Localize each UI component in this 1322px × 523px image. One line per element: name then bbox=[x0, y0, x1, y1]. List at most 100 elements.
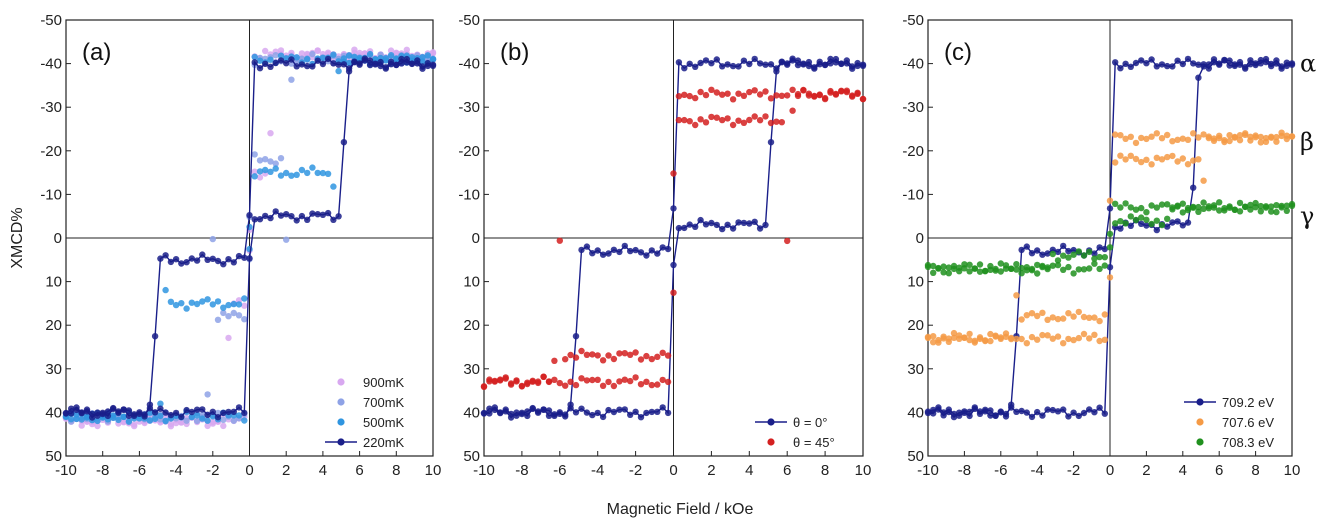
data-point bbox=[692, 63, 699, 70]
data-point bbox=[414, 57, 421, 64]
data-point bbox=[594, 352, 601, 359]
data-point bbox=[225, 408, 232, 416]
data-point bbox=[572, 409, 580, 416]
y-tick-label: 10 bbox=[45, 274, 62, 291]
data-point bbox=[361, 50, 368, 57]
legend-label: 220mK bbox=[363, 435, 405, 450]
data-point bbox=[288, 76, 295, 83]
data-point bbox=[1080, 409, 1088, 417]
data-point bbox=[351, 59, 358, 66]
data-point bbox=[843, 88, 850, 96]
data-point bbox=[1226, 62, 1233, 69]
y-tick-label: 30 bbox=[45, 361, 62, 378]
data-point bbox=[277, 172, 285, 179]
data-point bbox=[713, 114, 720, 121]
data-point bbox=[816, 91, 823, 99]
data-point bbox=[1044, 406, 1051, 413]
data-point bbox=[686, 118, 693, 125]
data-point bbox=[540, 406, 547, 413]
data-point bbox=[697, 116, 704, 123]
data-point bbox=[692, 121, 699, 129]
data-point bbox=[1268, 208, 1275, 215]
data-point bbox=[940, 269, 947, 276]
data-point bbox=[1096, 404, 1103, 411]
data-point bbox=[277, 57, 285, 64]
data-point bbox=[1174, 218, 1181, 225]
data-point bbox=[157, 405, 164, 412]
data-point bbox=[283, 236, 290, 243]
data-point bbox=[167, 411, 175, 419]
data-point bbox=[930, 333, 937, 340]
data-point bbox=[982, 406, 989, 413]
data-point bbox=[1195, 61, 1202, 68]
data-point bbox=[664, 409, 672, 417]
data-point bbox=[1091, 314, 1098, 321]
data-point bbox=[220, 309, 227, 317]
data-point bbox=[267, 214, 274, 222]
data-point bbox=[366, 57, 374, 64]
data-point bbox=[167, 423, 175, 430]
data-point bbox=[1195, 74, 1202, 81]
data-point bbox=[524, 412, 531, 420]
x-tick-label: -2 bbox=[1067, 462, 1080, 479]
x-tick-label: 4 bbox=[1179, 462, 1187, 479]
data-point bbox=[491, 404, 498, 411]
data-point bbox=[572, 354, 580, 361]
data-point bbox=[997, 260, 1004, 267]
data-point bbox=[146, 417, 154, 424]
data-point bbox=[262, 212, 269, 220]
data-point bbox=[708, 86, 715, 94]
y-tick-label: 10 bbox=[463, 274, 480, 291]
y-tick-label: 40 bbox=[463, 404, 480, 421]
x-tick-label: -8 bbox=[515, 462, 528, 479]
data-point bbox=[372, 61, 379, 68]
data-point bbox=[480, 409, 488, 417]
x-tick-label: -8 bbox=[958, 462, 971, 479]
data-point bbox=[1044, 316, 1051, 323]
data-point bbox=[1174, 203, 1181, 210]
data-point bbox=[293, 54, 300, 61]
data-point bbox=[1023, 243, 1030, 250]
data-point bbox=[945, 335, 952, 342]
data-point bbox=[767, 61, 775, 68]
data-point bbox=[209, 418, 216, 426]
data-point bbox=[854, 62, 861, 70]
data-point bbox=[637, 381, 645, 388]
data-point bbox=[309, 164, 316, 171]
legend-marker bbox=[337, 418, 345, 426]
data-point bbox=[982, 337, 989, 344]
x-tick-label: -8 bbox=[96, 462, 109, 479]
data-point bbox=[1117, 152, 1124, 159]
data-point bbox=[1216, 207, 1223, 214]
data-point bbox=[225, 334, 232, 342]
x-tick-label: 10 bbox=[425, 462, 442, 479]
data-point bbox=[1106, 197, 1114, 204]
x-tick-label: 8 bbox=[1251, 462, 1259, 479]
legend-marker bbox=[767, 418, 775, 426]
data-point bbox=[1086, 314, 1093, 321]
data-point bbox=[162, 417, 169, 425]
data-point bbox=[767, 139, 775, 146]
data-point bbox=[976, 261, 984, 268]
data-point bbox=[784, 92, 791, 99]
data-point bbox=[632, 374, 639, 381]
data-point bbox=[115, 416, 122, 424]
data-point bbox=[1112, 59, 1119, 66]
data-point bbox=[1221, 138, 1228, 146]
data-point bbox=[1117, 132, 1124, 139]
data-point bbox=[751, 218, 758, 225]
data-point bbox=[930, 410, 937, 417]
data-point bbox=[1164, 201, 1171, 208]
legend-marker bbox=[337, 438, 345, 446]
data-point bbox=[256, 168, 264, 175]
data-point bbox=[214, 316, 222, 323]
data-point bbox=[251, 216, 258, 223]
data-point bbox=[1143, 209, 1150, 216]
y-tick-label: 30 bbox=[907, 361, 924, 378]
data-point bbox=[230, 300, 237, 308]
data-point bbox=[940, 333, 947, 340]
data-point bbox=[1044, 264, 1051, 271]
data-point bbox=[1268, 60, 1275, 68]
data-point bbox=[251, 151, 258, 158]
data-point bbox=[1148, 133, 1155, 140]
